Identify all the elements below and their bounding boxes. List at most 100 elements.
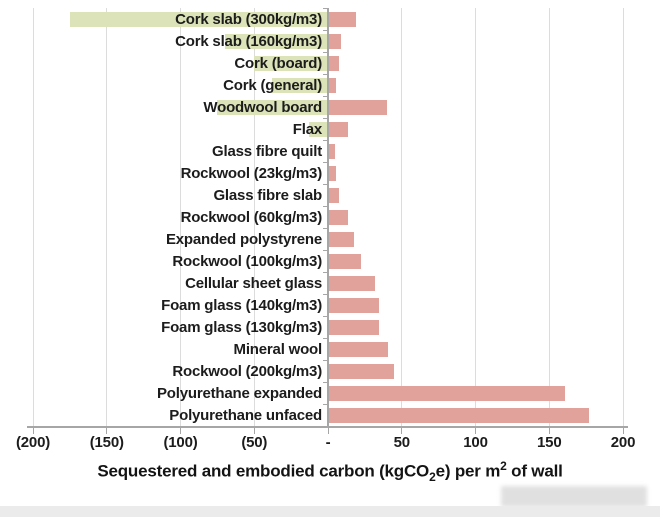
x-axis-tick <box>548 428 550 434</box>
category-label: Cork slab (160kg/m3) <box>175 32 322 50</box>
category-label: Cork (general) <box>223 76 322 94</box>
category-label: Woodwool board <box>203 98 322 116</box>
category-axis-tick <box>323 382 328 383</box>
category-axis-tick <box>323 52 328 53</box>
category-label: Rockwool (60kg/m3) <box>180 208 323 226</box>
embodied-bar <box>329 319 380 335</box>
x-axis-title: Sequestered and embodied carbon (kgCO2e)… <box>0 459 660 484</box>
x-tick-label: (200) <box>15 434 51 451</box>
category-label: Cork (board) <box>234 54 322 72</box>
embodied-bar <box>329 77 337 93</box>
x-tick-label: 200 <box>610 434 636 451</box>
x-tick-label: (50) <box>241 434 268 451</box>
x-tick-label: 50 <box>393 434 410 451</box>
category-label: Rockwool (100kg/m3) <box>172 252 322 270</box>
category-axis-tick <box>323 338 328 339</box>
x-axis-tick <box>180 428 181 434</box>
gridline <box>475 8 476 426</box>
category-label: Mineral wool <box>233 340 323 358</box>
x-tick-label: (150) <box>89 434 124 451</box>
category-axis-tick <box>323 162 328 163</box>
category-axis-tick <box>323 140 328 141</box>
gridline <box>548 8 550 426</box>
category-axis-tick <box>323 272 328 273</box>
embodied-bar <box>329 297 380 313</box>
category-axis-tick <box>323 184 328 185</box>
category-label: Rockwool (23kg/m3) <box>180 164 323 182</box>
category-axis-tick <box>323 96 328 97</box>
category-label: Glass fibre slab <box>213 186 322 204</box>
category-axis-tick <box>323 30 328 31</box>
category-axis-tick <box>323 206 328 207</box>
category-axis-tick <box>323 74 328 75</box>
embodied-bar <box>329 385 565 401</box>
embodied-bar <box>329 187 340 203</box>
category-label: Polyurethane expanded <box>156 384 322 402</box>
embodied-bar <box>329 143 335 159</box>
category-label: Cork slab (300kg/m3) <box>175 10 322 28</box>
category-label: Rockwool (200kg/m3) <box>172 362 322 380</box>
x-tick-label: 100 <box>463 434 488 451</box>
sequestered-bar <box>217 99 328 115</box>
x-axis-title-text: Sequestered and embodied carbon (kgCO <box>97 461 430 481</box>
category-axis-tick <box>323 118 328 119</box>
sequestered-bar <box>224 33 328 49</box>
sequestered-bar <box>254 55 328 71</box>
embodied-bar <box>329 253 362 269</box>
category-label: Glass fibre quilt <box>212 142 322 160</box>
x-axis-line <box>27 426 628 428</box>
category-axis-line <box>327 8 329 427</box>
category-axis-tick <box>323 404 328 405</box>
x-axis-tick <box>327 428 329 434</box>
embodied-bar <box>329 33 341 49</box>
x-axis-tick <box>32 428 34 434</box>
category-label: Foam glass (130kg/m3) <box>161 318 322 336</box>
embodied-bar <box>329 231 355 247</box>
embodied-bar <box>329 275 375 291</box>
x-axis-title-suffix: of wall <box>506 461 563 481</box>
category-label: Expanded polystyrene <box>165 230 322 248</box>
embodied-bar <box>329 11 356 27</box>
sequestered-bar <box>69 11 328 27</box>
category-label: Polyurethane unfaced <box>169 406 322 424</box>
gridline <box>253 8 255 426</box>
gridline <box>180 8 181 426</box>
embodied-bar <box>329 209 349 225</box>
category-axis-tick <box>323 294 328 295</box>
embodied-bar <box>329 341 388 357</box>
category-label: Cellular sheet glass <box>185 274 322 292</box>
category-label: Foam glass (140kg/m3) <box>161 296 322 314</box>
subscript-2: 2 <box>429 470 436 485</box>
x-tick-label: (100) <box>163 434 198 451</box>
category-label: Flax <box>292 120 322 138</box>
category-axis-tick <box>323 360 328 361</box>
gridline <box>32 8 34 426</box>
x-axis-title-mid: e) per m <box>435 461 501 481</box>
x-axis-tick <box>475 428 476 434</box>
superscript-2: 2 <box>500 459 507 473</box>
x-axis-tick <box>106 428 108 434</box>
category-axis-tick <box>323 8 328 9</box>
gridline <box>401 8 403 426</box>
sequestered-bar <box>271 77 328 93</box>
embodied-bar <box>329 363 394 379</box>
category-axis-tick <box>323 228 328 229</box>
embodied-bar <box>329 165 337 181</box>
embodied-bar <box>329 407 589 423</box>
sequestered-bar <box>308 121 328 137</box>
x-axis-tick <box>622 428 624 434</box>
embodied-bar <box>329 55 340 71</box>
page-bottom-strip <box>0 506 660 517</box>
x-axis-tick <box>401 428 403 434</box>
embodied-bar <box>329 121 349 137</box>
embodied-bar <box>329 99 387 115</box>
x-tick-label: - <box>325 434 331 451</box>
x-tick-label: 150 <box>537 434 562 451</box>
blurred-watermark <box>501 486 647 507</box>
gridline <box>106 8 108 426</box>
gridline <box>622 8 624 426</box>
category-axis-tick <box>323 250 328 251</box>
category-axis-tick <box>323 316 328 317</box>
x-axis-tick <box>253 428 255 434</box>
